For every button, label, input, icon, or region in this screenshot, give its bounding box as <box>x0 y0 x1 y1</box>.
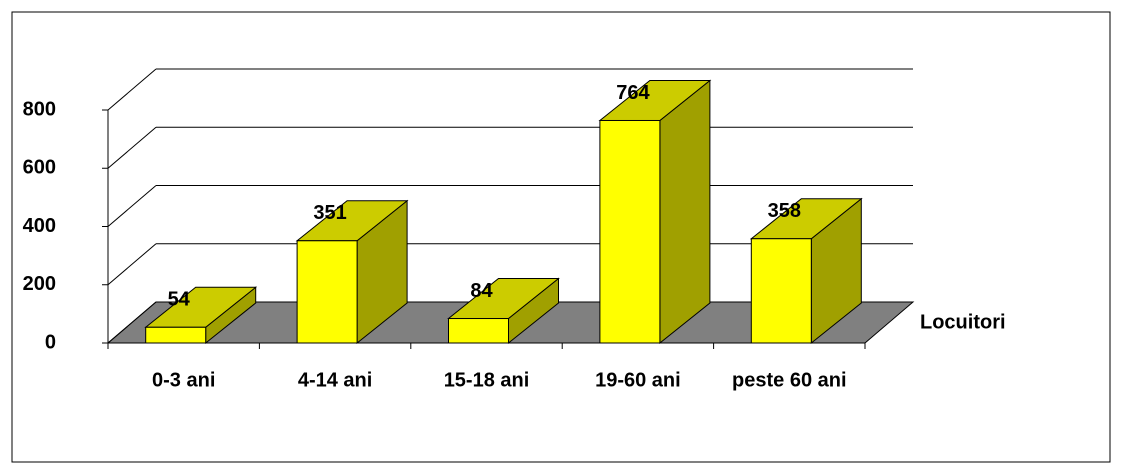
value-label: 764 <box>616 82 650 104</box>
value-label: 358 <box>768 200 801 222</box>
bar <box>296 240 358 344</box>
y-tick-label: 400 <box>23 215 56 237</box>
value-label: 84 <box>470 280 493 302</box>
x-tick-label: 19-60 ani <box>595 369 681 391</box>
grid-line <box>107 126 157 169</box>
chart-border <box>11 11 1111 463</box>
grid-line <box>107 68 157 111</box>
y-tick-label: 0 <box>45 331 56 353</box>
grid-line <box>107 243 157 286</box>
bar-side <box>659 79 711 345</box>
x-tick-label: 15-18 ani <box>444 369 530 391</box>
bar <box>599 119 661 344</box>
y-tick-label: 600 <box>23 157 56 179</box>
bar <box>750 238 812 344</box>
value-label: 351 <box>313 202 346 224</box>
grid-line <box>107 185 157 227</box>
grid-line <box>107 301 157 344</box>
y-tick-label: 200 <box>23 273 56 295</box>
legend-label: Locuitori <box>920 311 1006 333</box>
x-tick-label: 0-3 ani <box>152 369 215 391</box>
x-tick-label: peste 60 ani <box>732 369 847 391</box>
bar <box>145 326 207 344</box>
x-tick-label: 4-14 ani <box>298 369 372 391</box>
value-label: 54 <box>168 289 191 311</box>
y-tick-label: 800 <box>23 98 56 120</box>
bar <box>448 318 509 344</box>
